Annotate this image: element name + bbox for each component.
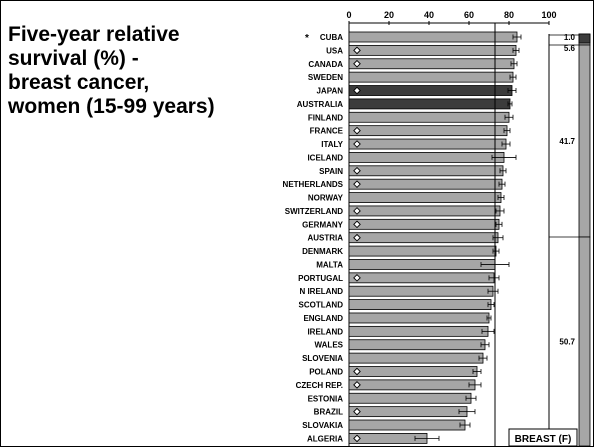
diamond-marker <box>353 381 361 389</box>
category-label: USA <box>326 46 343 55</box>
category-label: N IRELAND <box>299 287 343 296</box>
bar <box>348 366 478 377</box>
diamond-marker <box>353 46 361 55</box>
bar <box>348 299 492 311</box>
diamond-marker <box>353 126 361 135</box>
side-group-label: 5.6 <box>564 44 576 53</box>
bar <box>348 285 494 297</box>
bar <box>348 165 504 177</box>
diamond-marker <box>353 434 361 443</box>
category-label: SWEDEN <box>308 73 343 82</box>
category-label: ALGERIA <box>307 434 343 443</box>
star-marker: * <box>305 33 309 44</box>
side-group-bar <box>578 44 591 238</box>
bar <box>348 111 510 123</box>
bar <box>348 379 476 391</box>
category-label: ITALY <box>321 140 343 149</box>
category-label: SLOVAKIA <box>302 421 343 430</box>
category-label: SPAIN <box>319 167 343 176</box>
bar <box>348 259 496 270</box>
category-label: DENMARK <box>302 247 343 256</box>
bar <box>348 178 503 190</box>
category-label: ICELAND <box>307 153 343 162</box>
bar <box>348 152 505 163</box>
diamond-marker <box>353 140 361 148</box>
bar <box>348 205 501 217</box>
category-label: AUSTRIA <box>307 234 343 243</box>
bar <box>348 392 472 404</box>
x-tick-label: 20 <box>384 10 394 20</box>
diamond-marker <box>353 166 361 175</box>
category-label: POLAND <box>309 368 343 377</box>
bar <box>348 339 486 351</box>
diamond-marker <box>353 407 361 416</box>
side-group-label: 1.0 <box>564 33 576 42</box>
bar <box>348 325 489 337</box>
category-label: CUBA <box>320 33 343 42</box>
bar <box>348 58 515 70</box>
category-label: NETHERLANDS <box>283 180 344 189</box>
bar <box>348 352 484 364</box>
category-label: AUSTRALIA <box>297 100 343 109</box>
category-label: ENGLAND <box>303 314 343 323</box>
diamond-marker <box>353 274 361 282</box>
diamond-marker <box>353 233 361 242</box>
category-label: GERMANY <box>302 220 344 229</box>
tag-box <box>508 428 578 446</box>
bar <box>348 31 518 43</box>
x-tick-label: 60 <box>464 10 474 20</box>
diamond-marker <box>353 207 361 215</box>
category-label: ESTONIA <box>308 394 344 403</box>
bar <box>348 406 468 418</box>
category-label: CZECH REP. <box>296 381 343 390</box>
bar <box>348 138 507 150</box>
category-label: SCOTLAND <box>299 301 344 310</box>
category-label: WALES <box>315 341 344 350</box>
bar <box>348 312 490 324</box>
category-label: BRAZIL <box>314 408 343 417</box>
category-label: FINLAND <box>308 113 343 122</box>
diamond-marker <box>353 86 361 95</box>
bar <box>348 98 511 110</box>
diamond-marker <box>353 180 361 189</box>
category-label: NORWAY <box>308 194 344 203</box>
bar <box>348 245 497 257</box>
category-label: PORTUGAL <box>298 274 343 283</box>
side-top-cap <box>578 33 591 44</box>
x-tick-label: 0 <box>346 10 351 20</box>
bar <box>348 218 500 230</box>
category-label: IRELAND <box>307 327 343 336</box>
side-group-label: 50.7 <box>559 338 575 347</box>
category-label: MALTA <box>316 260 343 269</box>
bar <box>348 232 499 244</box>
tag-label: BREAST (F) <box>515 434 572 445</box>
category-label: FRANCE <box>310 127 344 136</box>
chart-title: Five-year relative survival (%) - breast… <box>8 23 215 118</box>
diamond-marker <box>353 220 361 229</box>
bar <box>348 125 508 137</box>
x-tick-label: 100 <box>541 10 556 20</box>
bar <box>348 192 502 203</box>
bar <box>348 44 517 56</box>
x-tick-label: 40 <box>424 10 434 20</box>
bar <box>348 419 466 431</box>
diamond-marker <box>353 367 361 376</box>
side-group-label: 41.7 <box>559 137 575 146</box>
category-label: JAPAN <box>316 87 343 96</box>
bar <box>348 272 495 284</box>
category-label: SLOVENIA <box>302 354 343 363</box>
diamond-marker <box>353 59 361 68</box>
category-label: SWITZERLAND <box>285 207 343 216</box>
side-group-bar <box>578 236 591 446</box>
bar <box>348 85 513 96</box>
bar <box>348 71 514 83</box>
category-label: CANADA <box>308 60 343 69</box>
x-tick-label: 80 <box>504 10 514 20</box>
